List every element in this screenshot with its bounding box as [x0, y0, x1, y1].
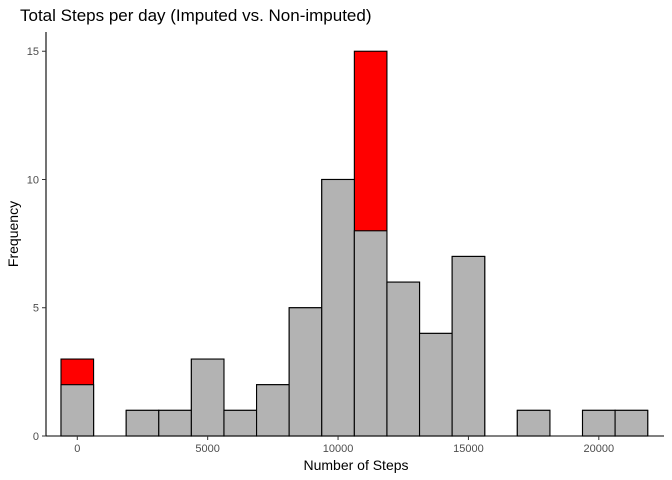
histogram-bar-original: [190, 358, 225, 437]
histogram-bar-original: [353, 230, 388, 437]
histogram-bar-original: [386, 281, 421, 437]
histogram-bar-original: [418, 332, 453, 437]
x-tick-label: 10000: [323, 443, 354, 455]
x-tick-label: 15000: [453, 443, 484, 455]
y-tick-label: 15: [27, 46, 39, 58]
histogram-bar-original: [581, 409, 616, 437]
histogram-bar-original: [256, 384, 290, 437]
x-tick-label: 20000: [584, 443, 615, 455]
x-axis-title: Number of Steps: [303, 457, 408, 473]
histogram-bar-original: [223, 409, 258, 437]
histogram-bar-original: [125, 409, 160, 437]
y-axis-title: Frequency: [5, 201, 21, 267]
plot-area: [60, 50, 649, 437]
histogram-bar-original: [516, 409, 551, 437]
histogram-bar-original: [321, 178, 355, 437]
y-tick-label: 5: [33, 303, 39, 315]
histogram-bar-original: [158, 409, 192, 437]
chart-title: Total Steps per day (Imputed vs. Non-imp…: [20, 6, 372, 25]
x-tick-label: 0: [74, 443, 80, 455]
axis-ticks: 0 5000 10000 15000 20000 0 5 10 15: [27, 46, 614, 455]
histogram-bar-original: [288, 307, 323, 437]
histogram-bar-original: [451, 255, 486, 437]
histogram-bar-original: [60, 384, 95, 437]
histogram-bar-original: [614, 409, 649, 437]
x-tick-label: 5000: [195, 443, 219, 455]
y-tick-label: 10: [27, 174, 39, 186]
y-tick-label: 0: [33, 431, 39, 443]
